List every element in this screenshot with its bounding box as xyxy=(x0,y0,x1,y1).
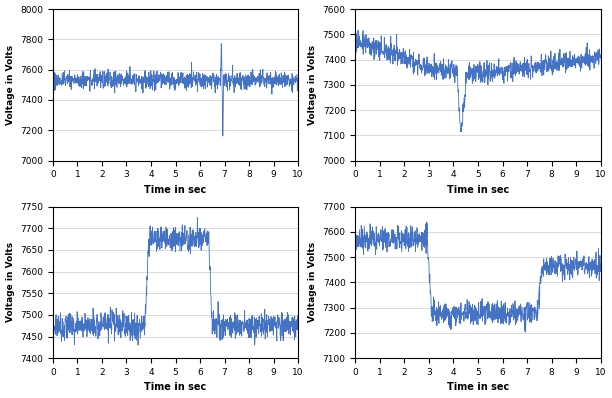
X-axis label: Time in sec: Time in sec xyxy=(447,382,509,392)
X-axis label: Time in sec: Time in sec xyxy=(144,185,207,195)
Y-axis label: Voltage in Volts: Voltage in Volts xyxy=(308,242,317,322)
X-axis label: Time in sec: Time in sec xyxy=(447,185,509,195)
Y-axis label: Voltage in Volts: Voltage in Volts xyxy=(6,45,15,125)
Y-axis label: Voltage in Volts: Voltage in Volts xyxy=(6,242,15,322)
X-axis label: Time in sec: Time in sec xyxy=(144,382,207,392)
Y-axis label: Voltage in Volts: Voltage in Volts xyxy=(308,45,317,125)
